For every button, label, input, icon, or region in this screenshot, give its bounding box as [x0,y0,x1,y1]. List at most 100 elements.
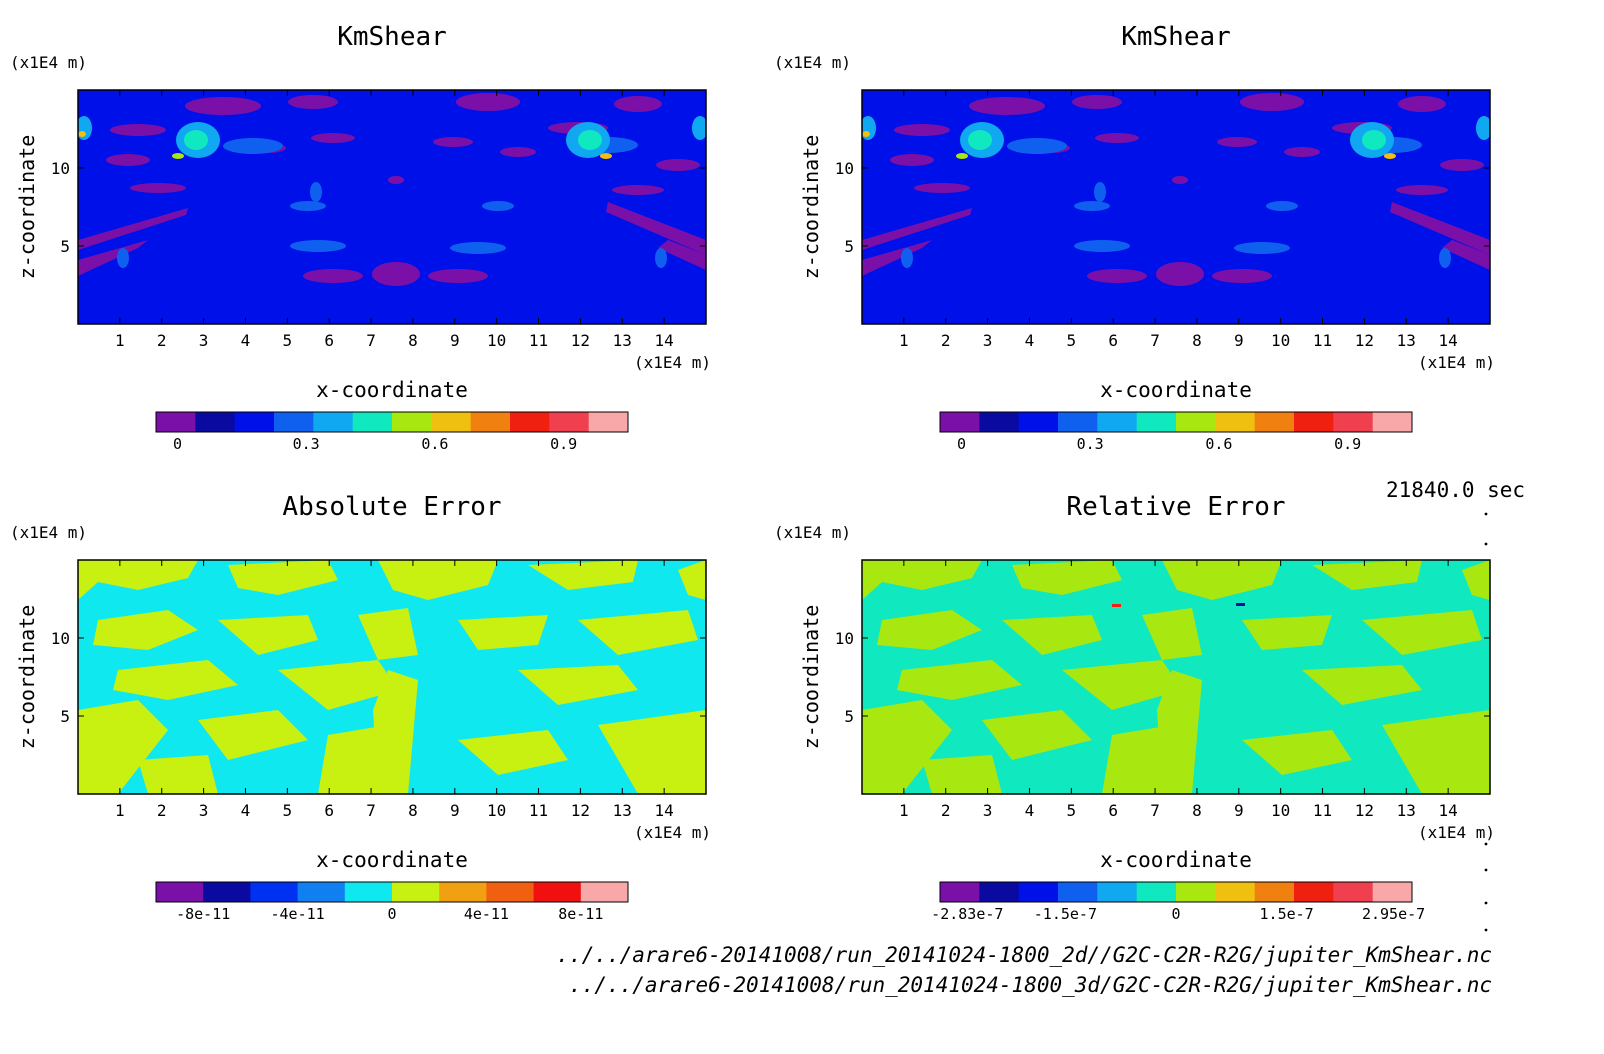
plot-frame [861,559,1491,795]
colorbar-segment [1097,412,1138,432]
x-axis-label: x-coordinate [1100,378,1252,402]
colorbar-frame [939,881,1413,903]
panel-absolute-error: Absolute Error (x1E4 m) 1 2 3 4 5 6 7 8 9 10 11 12 1… [10,492,711,923]
field-patch [428,269,488,283]
colorbar-segment [510,412,550,432]
y-tick-label: 5 [60,707,70,726]
panel-kmshear-3d: KmShear (x1E4 m) 1 2 3 4 5 6 7 8 9 10 11 12 13 14 510… [774,22,1495,453]
x-unit-label: (x1E4 m) [1418,823,1495,842]
colorbar-segment [313,412,354,432]
x-tick-label: 3 [199,801,209,820]
panel-title: KmShear [337,22,447,52]
x-unit-label: (x1E4 m) [634,353,711,372]
y-axis-ticks: 5 10 [835,159,1490,256]
field-patch [113,660,238,700]
field-blobs [862,560,1490,794]
colorbar-segment [1176,882,1216,902]
colorbar-tick-label: 0 [957,435,966,453]
x-tick-label: 3 [983,331,993,350]
colorbar-tick-label: 2.95e-7 [1362,905,1425,923]
y-tick-label: 5 [844,237,854,256]
field-patch [500,147,536,157]
field-patch [578,610,698,655]
colorbar-segment [1294,412,1334,432]
x-tick-label: 3 [199,331,209,350]
colorbar-segment [1254,412,1295,432]
colorbar-segment [297,882,346,902]
field-patch [185,97,261,115]
x-tick-label: 8 [408,331,418,350]
colorbar-tick-label: -1.5e-7 [1034,905,1097,923]
field-patch [303,269,363,283]
x-tick-label: 14 [1439,331,1458,350]
x-tick-label: 7 [366,801,376,820]
field-patch [1156,262,1204,286]
field-patch [890,154,934,166]
x-tick-label: 6 [1108,331,1118,350]
field-patch [433,137,473,147]
x-tick-label: 3 [983,801,993,820]
field-patch [578,130,602,150]
field-patch [78,560,198,600]
plot-frame [861,89,1491,325]
spike-negative [1236,603,1245,606]
field-patch [78,131,86,137]
colorbar-tick-label: -2.83e-7 [931,905,1003,923]
x-tick-label: 10 [1271,801,1290,820]
x-tick-label: 10 [487,801,506,820]
colorbar-tick-label: 0.6 [421,435,448,453]
colorbar-tick-label: 1.5e-7 [1260,905,1314,923]
field-patch [1074,240,1130,252]
x-tick-label: 8 [408,801,418,820]
spike-positive [1112,604,1121,607]
field-patch [278,660,398,710]
field-patch [897,660,1022,700]
field-patch [198,710,308,760]
field-patch [1362,130,1386,150]
x-tick-label: 1 [115,331,125,350]
y-tick-label: 10 [835,159,854,178]
x-tick-label: 1 [899,331,909,350]
colorbar-tick-label: 0 [387,905,396,923]
x-tick-label: 2 [941,801,951,820]
field-patch [606,202,706,255]
field-patch [218,615,318,655]
y-unit-label: (x1E4 m) [774,523,851,542]
field-patch [1142,608,1202,660]
colorbar-segment [156,882,204,902]
x-tick-label: 11 [1313,801,1332,820]
colorbar-segment [344,882,393,902]
colorbar-segment [588,412,629,432]
field-patch [358,608,418,660]
colorbar-segment [580,882,629,902]
field-patch [290,201,326,211]
field-patch [458,615,548,650]
field-patch [1007,138,1067,154]
colorbar-segment [1018,882,1059,902]
y-axis-label: z-coordinate [15,605,39,750]
x-tick-label: 10 [1271,331,1290,350]
field-patch [968,130,992,150]
field-patch [1162,560,1282,600]
colorbar-tick-label: 0.9 [550,435,577,453]
colorbar-segment [1176,412,1216,432]
x-tick-label: 4 [1025,801,1035,820]
field-patch [1240,93,1304,111]
y-unit-label: (x1E4 m) [10,53,87,72]
y-unit-label: (x1E4 m) [774,53,851,72]
colorbar-segment [470,412,511,432]
field-patch [1212,269,1272,283]
field-patch [1072,95,1122,109]
field-patch [1390,202,1490,255]
colorbar-tick-label: 0.6 [1205,435,1232,453]
x-tick-label: 4 [1025,331,1035,350]
field-patch [1266,201,1298,211]
field-patch [388,176,404,184]
colorbar-segment [940,882,980,902]
x-tick-label: 5 [283,801,293,820]
x-tick-label: 7 [366,331,376,350]
field-patch [692,116,706,140]
field-patch [1312,560,1422,590]
colorbar-tick-label: 0.3 [1077,435,1104,453]
field-patch [1362,610,1482,655]
